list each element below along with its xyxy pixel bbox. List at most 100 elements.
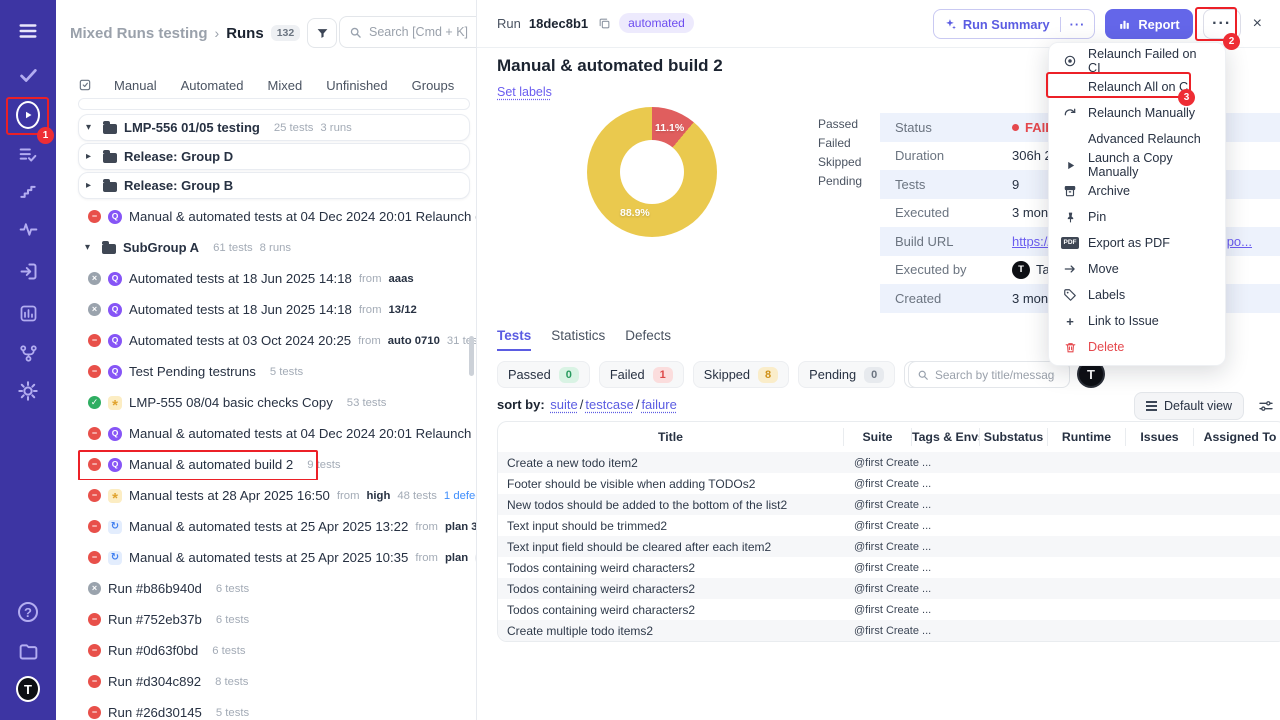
run-list-row[interactable]: Run #0d63f0bd 6 tests	[56, 635, 476, 666]
menu-item-link-to-issue[interactable]: + Link to Issue	[1049, 308, 1225, 334]
results-icon[interactable]	[16, 63, 40, 87]
test-plans-icon[interactable]	[16, 143, 40, 167]
run-list-row[interactable]: Run #d304c892 8 tests	[56, 666, 476, 697]
run-title[interactable]: Test Pending testruns	[129, 364, 256, 379]
column-header[interactable]: Substatus	[980, 428, 1048, 446]
status-chip[interactable]: Pending 0	[798, 361, 896, 388]
menu-item-labels[interactable]: Labels	[1049, 282, 1225, 308]
column-header[interactable]: Suite	[844, 428, 912, 446]
run-list-row[interactable]: LMP-556 01/05 testing 25 tests 3 runs	[78, 114, 470, 141]
run-title[interactable]: Manual & automated tests at 25 Apr 2025 …	[129, 519, 409, 534]
settings-icon[interactable]	[16, 379, 40, 403]
run-title[interactable]: Run #752eb37b	[108, 612, 202, 627]
test-title[interactable]: Todos containing weird characters2	[507, 602, 696, 617]
chevron-icon[interactable]	[85, 242, 95, 253]
table-row[interactable]: New todos should be added to the bottom …	[498, 494, 1280, 515]
run-title[interactable]: Manual & automated build 2	[129, 457, 294, 472]
column-header[interactable]: Assigned To	[1203, 430, 1277, 444]
build-url-link-tail[interactable]: po...	[1226, 233, 1252, 249]
menu-item-move[interactable]: Move	[1049, 256, 1225, 282]
column-header[interactable]: Runtime	[1048, 428, 1126, 446]
table-row[interactable]: Create multiple todo items2 @first Creat…	[498, 620, 1280, 641]
test-title[interactable]: Text input field should be cleared after…	[507, 539, 772, 554]
run-list-row[interactable]: Manual & automated tests at 25 Apr 2025 …	[56, 511, 476, 542]
select-all-icon[interactable]	[78, 78, 92, 92]
run-list-row[interactable]: LMP-555 08/04 basic checks Copy 53 tests	[56, 387, 476, 418]
menu-item-relaunch-all-on-ci[interactable]: Relaunch All on CI	[1088, 80, 1192, 94]
table-row[interactable]: Todos containing weird characters2 @firs…	[498, 599, 1280, 620]
report-button[interactable]: Report	[1105, 9, 1193, 39]
column-header[interactable]: Issues	[1126, 428, 1194, 446]
run-title[interactable]: LMP-556 01/05 testing	[124, 120, 260, 135]
run-list-row[interactable]: Manual & automated build 2 9 tests	[56, 449, 476, 480]
build-url-link[interactable]: https://	[1012, 233, 1052, 249]
column-header[interactable]: Tags & Envs	[912, 428, 980, 446]
run-title[interactable]: Run #b86b940d	[108, 581, 202, 596]
default-view-button[interactable]: Default view	[1134, 392, 1245, 420]
run-list-row[interactable]: Automated tests at 03 Oct 2024 20:25 fro…	[56, 325, 476, 356]
status-chip[interactable]: Passed 0	[497, 361, 590, 388]
tab-statistics[interactable]: Statistics	[551, 328, 606, 343]
runs-icon[interactable]	[16, 101, 40, 129]
menu-item-advanced-relaunch[interactable]: Advanced Relaunch	[1088, 132, 1201, 146]
run-list-row[interactable]: Automated tests at 18 Jun 2025 14:18 fro…	[56, 263, 476, 294]
table-row[interactable]: Text input should be trimmed2 @first Cre…	[498, 515, 1280, 536]
runs-search-input[interactable]	[369, 25, 476, 39]
run-summary-button[interactable]: Run Summary ···	[932, 9, 1096, 39]
analytics-icon[interactable]	[16, 301, 40, 325]
sort-by-failure[interactable]: failure	[641, 397, 677, 412]
table-row[interactable]: Create a new todo item2 @first Create ..…	[498, 452, 1280, 473]
chevron-icon[interactable]	[86, 180, 96, 191]
breadcrumb-section[interactable]: Runs	[226, 24, 264, 42]
tab-tests[interactable]: Tests	[497, 328, 532, 351]
run-title[interactable]: Release: Group D	[124, 149, 234, 164]
test-title[interactable]: Text input should be trimmed2	[507, 518, 668, 533]
test-title[interactable]: Todos containing weird characters2	[507, 581, 696, 596]
test-title[interactable]: Todos containing weird characters2	[507, 560, 696, 575]
automated-badge[interactable]: automated	[619, 13, 694, 33]
menu-item-relaunch-manually[interactable]: Relaunch Manually	[1049, 100, 1225, 126]
test-title[interactable]: Create a new todo item2	[507, 455, 638, 470]
run-list-row[interactable]: Automated tests at 18 Jun 2025 14:18 fro…	[56, 294, 476, 325]
close-run-button[interactable]: ×	[1252, 15, 1262, 32]
run-list-row[interactable]: Manual & automated tests at 25 Apr 2025 …	[56, 542, 476, 573]
filter-tab[interactable]: Automated	[180, 77, 244, 93]
adjust-columns-icon[interactable]	[1258, 398, 1274, 414]
table-row[interactable]: Todos containing weird characters2 @firs…	[498, 557, 1280, 578]
user-avatar[interactable]: T	[16, 676, 40, 702]
run-summary-more-button[interactable]: ···	[1059, 16, 1095, 32]
more-actions-button[interactable]: ···	[1202, 9, 1241, 39]
run-title[interactable]: Run #d304c892	[108, 674, 202, 689]
table-row[interactable]: Text input field should be cleared after…	[498, 536, 1280, 557]
run-list-row[interactable]: Run #26d30145 5 tests	[56, 697, 476, 720]
run-list-row[interactable]: Manual & automated tests at 04 Dec 2024 …	[56, 201, 476, 232]
tab-defects[interactable]: Defects	[625, 328, 672, 343]
chevron-icon[interactable]	[86, 151, 96, 162]
menu-item-launch-copy-manually[interactable]: Launch a Copy Manually	[1049, 151, 1225, 179]
filter-tab[interactable]: Manual	[114, 77, 157, 93]
filter-button[interactable]	[307, 18, 338, 48]
run-list-row[interactable]: Release: Group B	[78, 172, 470, 199]
steps-icon[interactable]	[16, 179, 40, 203]
run-list-row[interactable]: Run #752eb37b 6 tests	[56, 604, 476, 635]
projects-icon[interactable]	[16, 639, 40, 663]
run-list-row[interactable]: Test Pending testruns 5 tests	[56, 356, 476, 387]
table-row[interactable]: Todos containing weird characters2 @firs…	[498, 578, 1280, 599]
status-chip[interactable]: Skipped 8	[692, 361, 790, 388]
run-title[interactable]: Release: Group B	[124, 178, 234, 193]
column-header[interactable]: Title	[498, 428, 844, 446]
run-title[interactable]: Manual & automated tests at 25 Apr 2025 …	[129, 550, 409, 565]
defects-link[interactable]: 1 defects	[443, 489, 476, 502]
run-list-row[interactable]: Release: Group D	[78, 143, 470, 170]
chevron-icon[interactable]	[86, 122, 96, 133]
table-row[interactable]: Footer should be visible when adding TOD…	[498, 473, 1280, 494]
run-title[interactable]: LMP-555 08/04 basic checks Copy	[129, 395, 333, 410]
run-list-row[interactable]: Manual tests at 28 Apr 2025 16:50 from h…	[56, 480, 476, 511]
filter-tab[interactable]: Unfinished	[326, 77, 388, 93]
set-labels-link[interactable]: Set labels	[497, 85, 552, 99]
menu-icon[interactable]	[16, 19, 40, 43]
run-list-row[interactable]: Manual & automated tests at 04 Dec 2024 …	[56, 418, 476, 449]
tests-search-input[interactable]	[935, 367, 1055, 382]
status-chip[interactable]: Failed 1	[598, 361, 684, 388]
run-title[interactable]: Manual & automated tests at 04 Dec 2024 …	[129, 426, 472, 441]
